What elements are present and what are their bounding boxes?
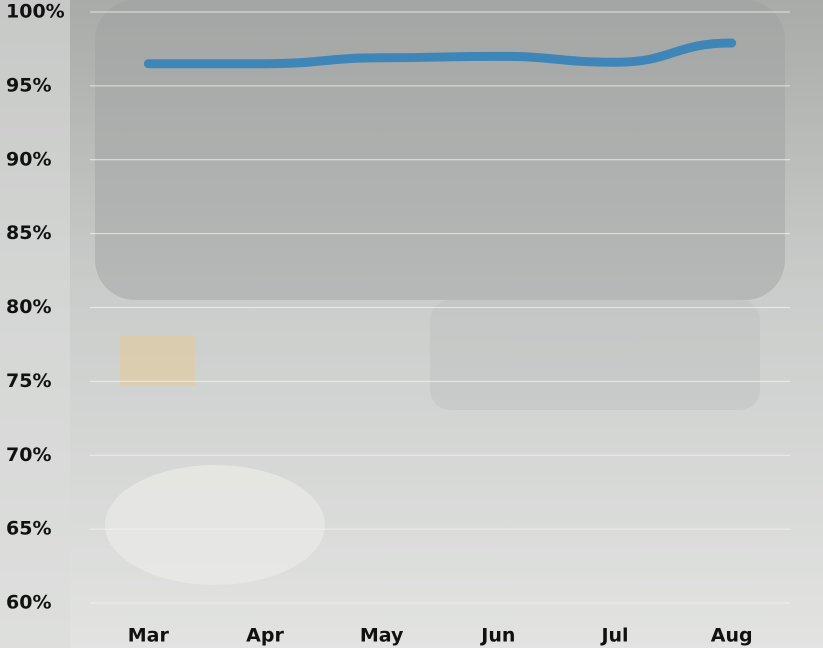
y-tick-label: 60% [6,592,51,614]
x-tick-label: Jul [599,625,628,647]
y-tick-label: 65% [6,518,51,540]
y-tick-label: 90% [6,148,51,170]
y-tick-label: 80% [6,296,51,318]
x-tick-label: May [360,625,404,647]
series-line [143,38,737,69]
y-tick-label: 100% [6,1,65,23]
x-tick-label: Mar [128,625,170,647]
y-tick-label: 70% [6,444,51,466]
y-tick-label: 75% [6,370,51,392]
y-tick-label: 85% [6,222,51,244]
y-tick-label: 95% [6,74,51,96]
x-tick-label: Jun [479,625,515,647]
x-tick-label: Apr [246,625,284,647]
x-tick-label: Aug [711,625,753,647]
